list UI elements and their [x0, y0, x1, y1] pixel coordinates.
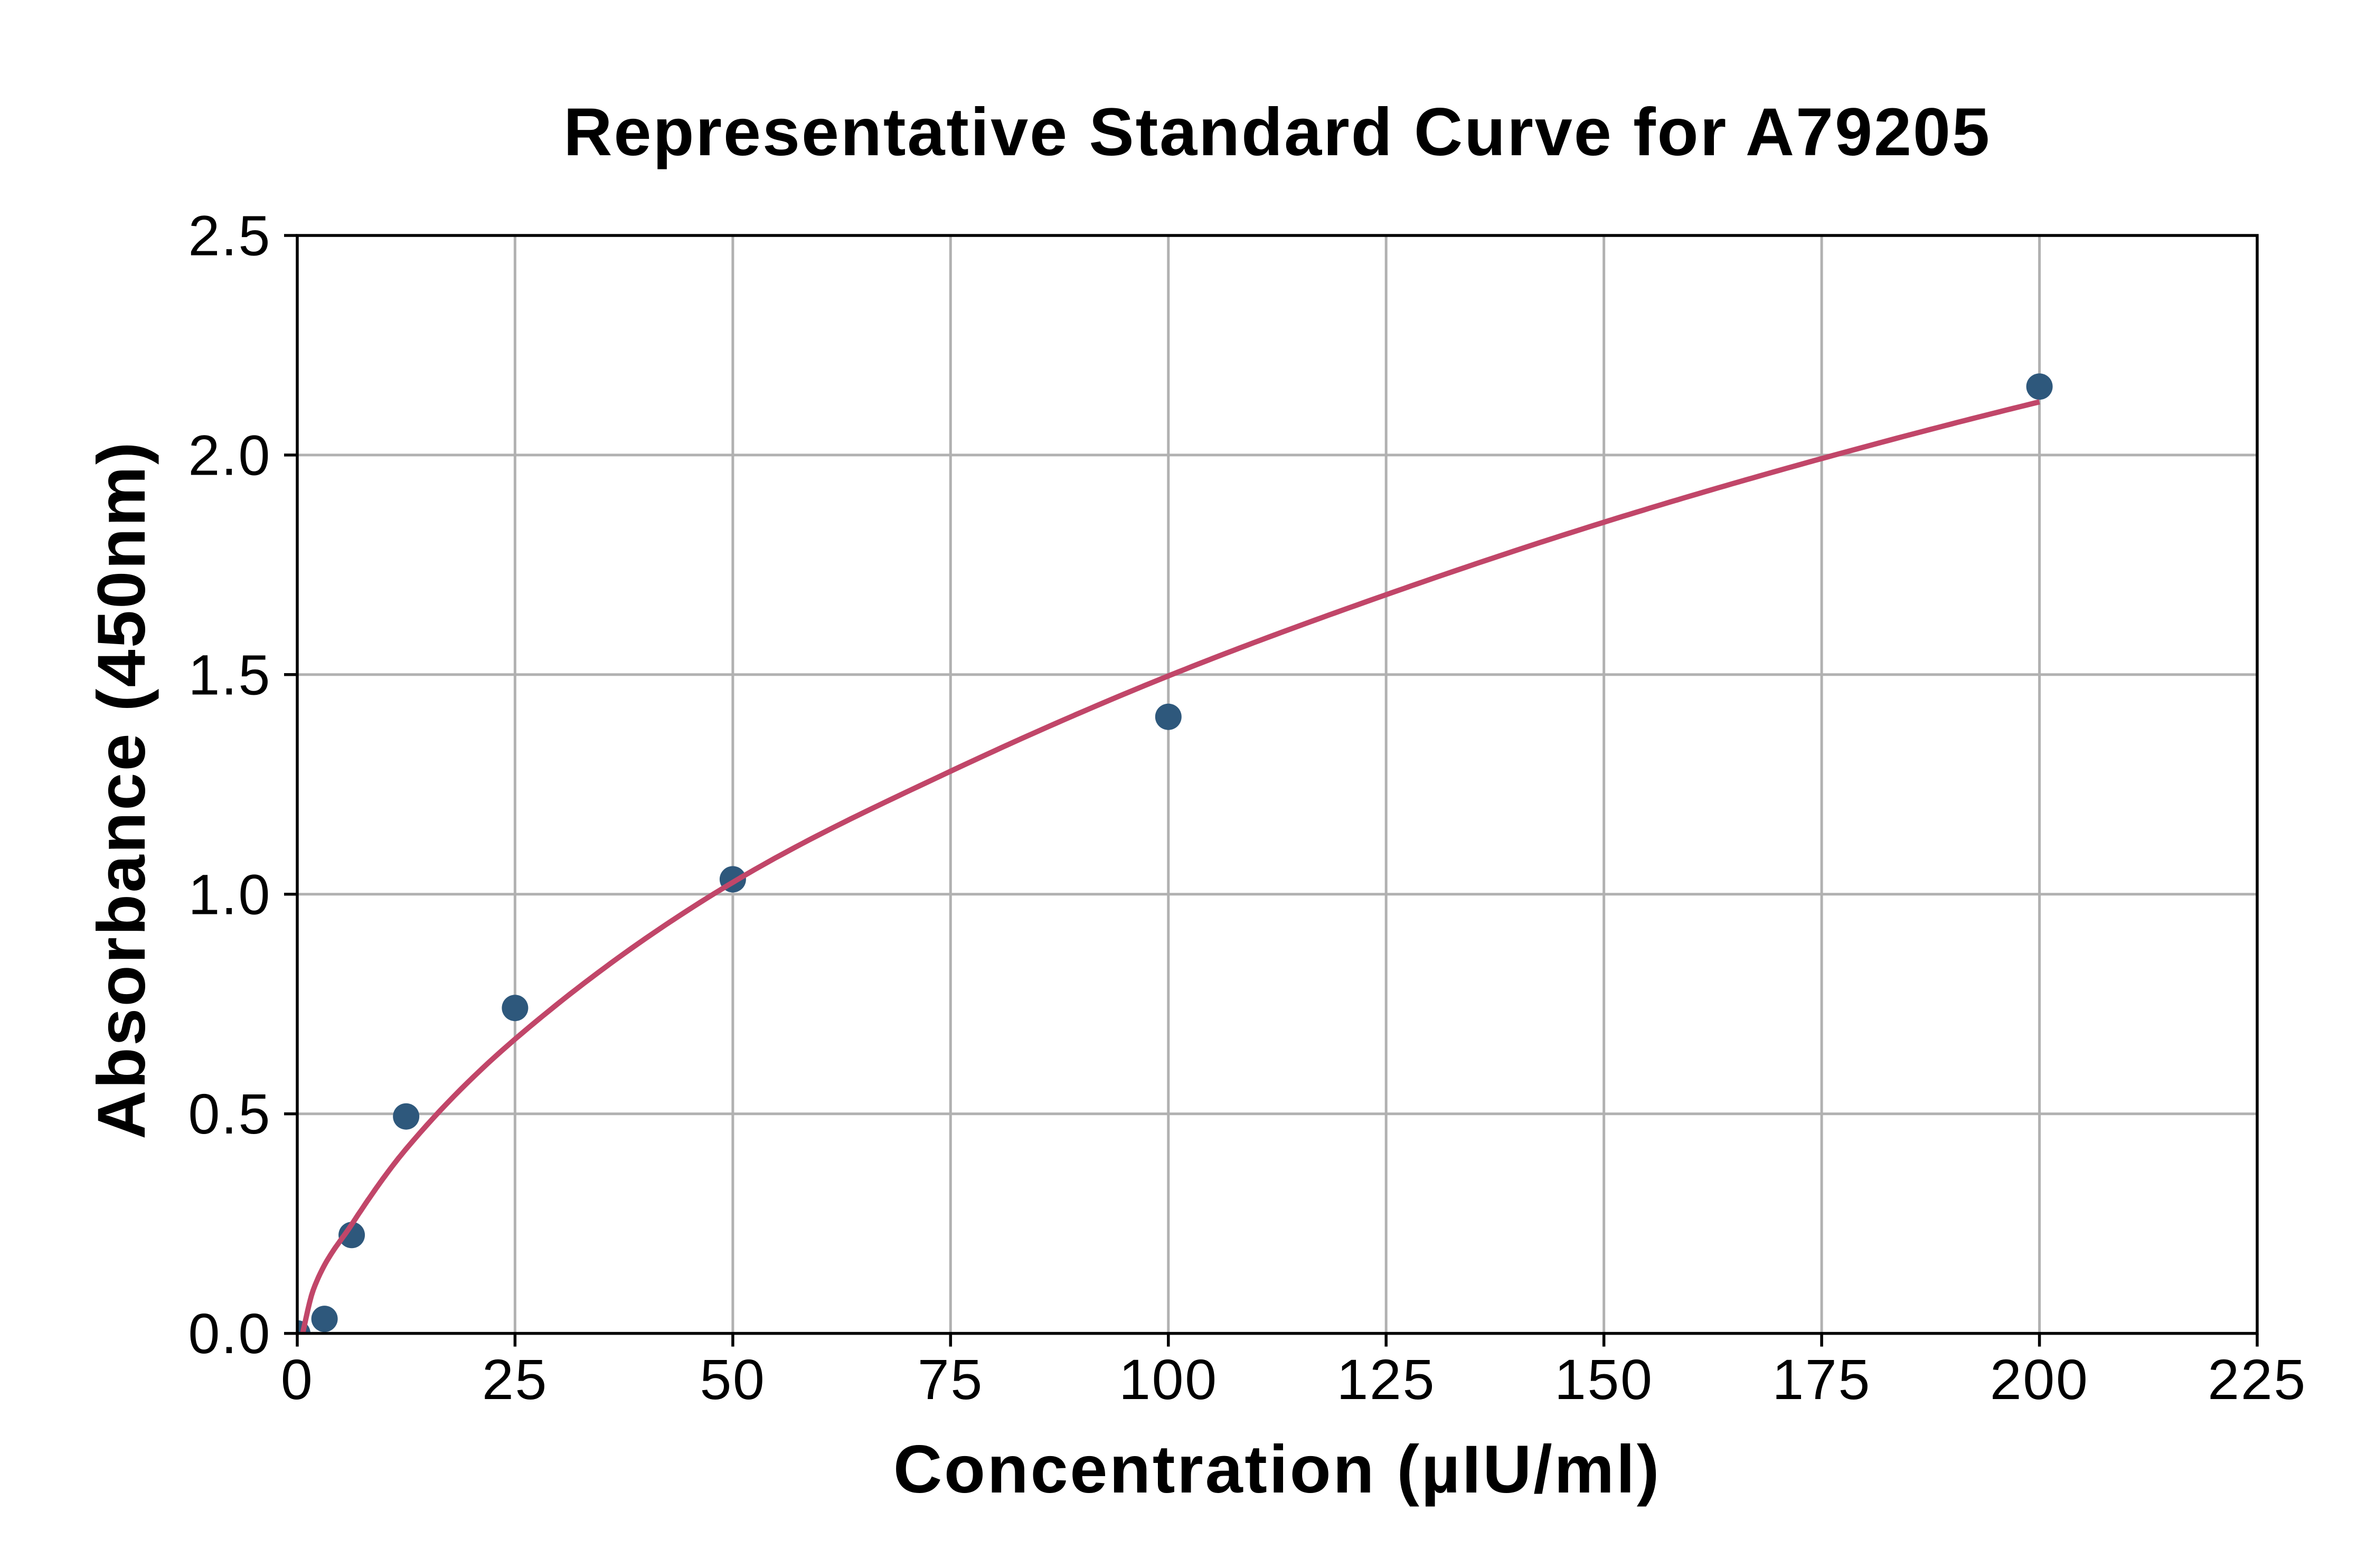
svg-text:0.0: 0.0 — [188, 1301, 271, 1365]
svg-text:150: 150 — [1554, 1347, 1654, 1411]
svg-text:225: 225 — [2208, 1347, 2307, 1411]
svg-text:200: 200 — [1990, 1347, 2089, 1411]
svg-text:100: 100 — [1119, 1347, 1218, 1411]
svg-text:Concentration (µIU/ml): Concentration (µIU/ml) — [893, 1432, 1661, 1507]
svg-text:Representative Standard Curve: Representative Standard Curve for A79205 — [563, 95, 1991, 170]
svg-text:75: 75 — [918, 1347, 984, 1411]
svg-text:2.5: 2.5 — [188, 204, 271, 268]
svg-text:0.5: 0.5 — [188, 1082, 271, 1146]
svg-text:175: 175 — [1772, 1347, 1871, 1411]
svg-text:125: 125 — [1336, 1347, 1436, 1411]
svg-text:0: 0 — [281, 1347, 314, 1411]
svg-text:1.5: 1.5 — [188, 643, 271, 706]
svg-text:25: 25 — [482, 1347, 548, 1411]
svg-text:50: 50 — [700, 1347, 766, 1411]
svg-text:2.0: 2.0 — [188, 423, 271, 487]
svg-text:1.0: 1.0 — [188, 862, 271, 926]
svg-text:Absorbance (450nm): Absorbance (450nm) — [84, 440, 159, 1139]
